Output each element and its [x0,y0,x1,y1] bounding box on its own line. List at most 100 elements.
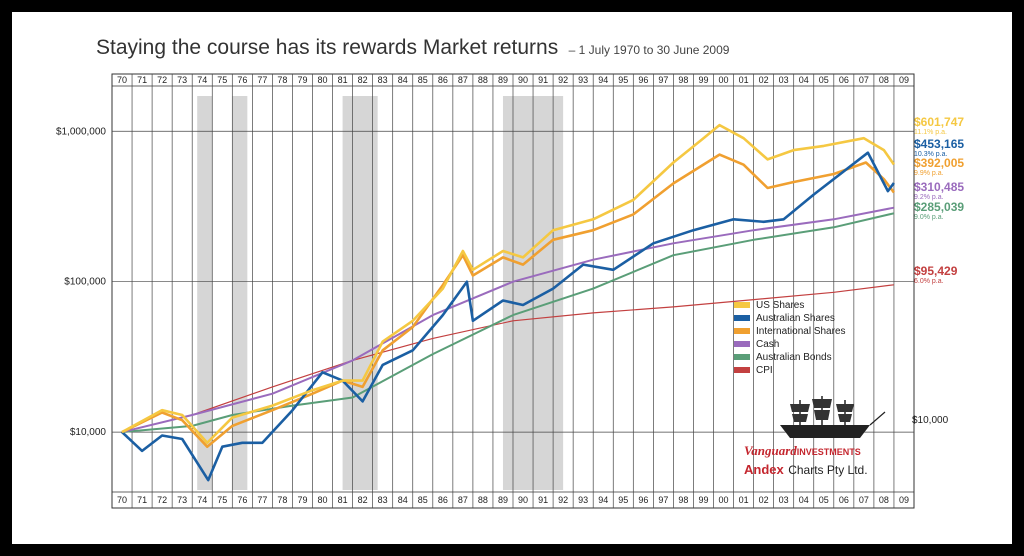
x-tick-top: 78 [277,75,287,85]
x-tick-bottom: 97 [658,495,668,505]
x-tick-bottom: 79 [297,495,307,505]
return-label: 9.9% p.a. [914,170,944,177]
x-tick-top: 00 [719,75,729,85]
x-tick-bottom: 88 [478,495,488,505]
y-ticks: $10,000 $100,000 $1,000,000 [56,126,106,438]
x-tick-top: 90 [518,75,528,85]
x-tick-top: 85 [418,75,428,85]
x-tick-bottom: 84 [398,495,408,505]
x-tick-bottom: 99 [698,495,708,505]
x-tick-bottom: 86 [438,495,448,505]
x-tick-top: 08 [879,75,889,85]
x-tick-bottom: 98 [678,495,688,505]
x-tick-bottom: 72 [157,495,167,505]
x-tick-bottom: 93 [578,495,588,505]
x-tick-top: 82 [358,75,368,85]
x-tick-top: 92 [558,75,568,85]
x-tick-bottom: 01 [739,495,749,505]
shaded-period-0 [197,96,213,490]
x-tick-top: 84 [398,75,408,85]
x-tick-top: 98 [678,75,688,85]
return-label: 9.0% p.a. [914,214,944,221]
end-value-label: $601,747 [914,115,964,129]
legend-swatch [734,341,750,347]
x-tick-bottom: 83 [378,495,388,505]
x-tick-top: 07 [859,75,869,85]
x-tick-bottom: 81 [338,495,348,505]
x-tick-top: 91 [538,75,548,85]
x-tick-bottom: 71 [137,495,147,505]
x-tick-top: 79 [297,75,307,85]
x-tick-bottom: 80 [318,495,328,505]
y-tick-label: $100,000 [64,277,106,288]
series-line-cash [121,206,895,434]
x-tick-top: 05 [819,75,829,85]
x-tick-bottom: 07 [859,495,869,505]
y-tick-label: $10,000 [70,427,107,438]
x-tick-bottom: 77 [257,495,267,505]
x-tick-top: 96 [638,75,648,85]
return-label: 9.2% p.a. [914,194,944,201]
end-value-label: $392,005 [914,156,964,170]
x-tick-top: 03 [779,75,789,85]
x-tick-bottom: 95 [618,495,628,505]
x-tick-top: 04 [799,75,809,85]
x-tick-top: 99 [698,75,708,85]
x-tick-top: 95 [618,75,628,85]
legend-swatch [734,367,750,373]
x-tick-top: 72 [157,75,167,85]
andex-logo: Andex Charts Pty Ltd. [744,461,868,478]
x-tick-top: 74 [197,75,207,85]
x-tick-top: 75 [217,75,227,85]
x-tick-top: 88 [478,75,488,85]
x-ticks-top: 70 71 72 73 74 75 76 77 78 79 80 81 82 83 84 85 86 87 88 89… [117,75,909,85]
series-line-australian-shares [121,151,895,482]
series-line-australian-bonds [121,212,895,434]
return-label: 11.1% p.a. [914,129,947,136]
x-tick-bottom: 09 [899,495,909,505]
legend-swatch [734,302,750,308]
series-line-us-shares [121,123,895,445]
end-value-label: $453,165 [914,137,964,151]
x-tick-top: 83 [378,75,388,85]
x-tick-top: 97 [658,75,668,85]
series-lines [121,123,895,482]
series-line-international-shares [121,153,895,448]
x-tick-bottom: 92 [558,495,568,505]
x-tick-top: 80 [318,75,328,85]
legend-label: US Shares [756,300,804,311]
x-tick-bottom: 00 [719,495,729,505]
shaded-period-1 [232,96,248,490]
legend-swatch [734,328,750,334]
x-tick-bottom: 05 [819,495,829,505]
x-tick-top: 94 [598,75,608,85]
x-tick-bottom: 82 [358,495,368,505]
vanguard-logo: VanguardINVESTMENTS [744,443,861,458]
x-tick-top: 81 [338,75,348,85]
x-tick-top: 77 [257,75,267,85]
x-tick-top: 73 [177,75,187,85]
legend-swatch [734,315,750,321]
legend-label: Cash [756,339,779,350]
x-tick-top: 76 [237,75,247,85]
x-tick-bottom: 04 [799,495,809,505]
return-label: 6.0% p.a. [914,278,944,285]
grid-lines [111,73,915,509]
x-tick-bottom: 74 [197,495,207,505]
end-value-label: $310,485 [914,180,964,194]
x-tick-top: 70 [117,75,127,85]
x-tick-bottom: 78 [277,495,287,505]
legend-label: CPI [756,365,773,376]
x-tick-bottom: 94 [598,495,608,505]
x-tick-bottom: 85 [418,495,428,505]
x-tick-top: 02 [759,75,769,85]
end-value-label: $95,429 [914,264,958,278]
x-tick-bottom: 73 [177,495,187,505]
legend-label: International Shares [756,326,846,337]
x-tick-bottom: 90 [518,495,528,505]
title-row: Staying the course has its rewards Marke… [96,36,729,60]
x-ticks-bottom: 70 71 72 73 74 75 76 77 78 79 80 81 82 83 84 85 86 87 88 89… [117,495,909,505]
x-tick-top: 71 [137,75,147,85]
